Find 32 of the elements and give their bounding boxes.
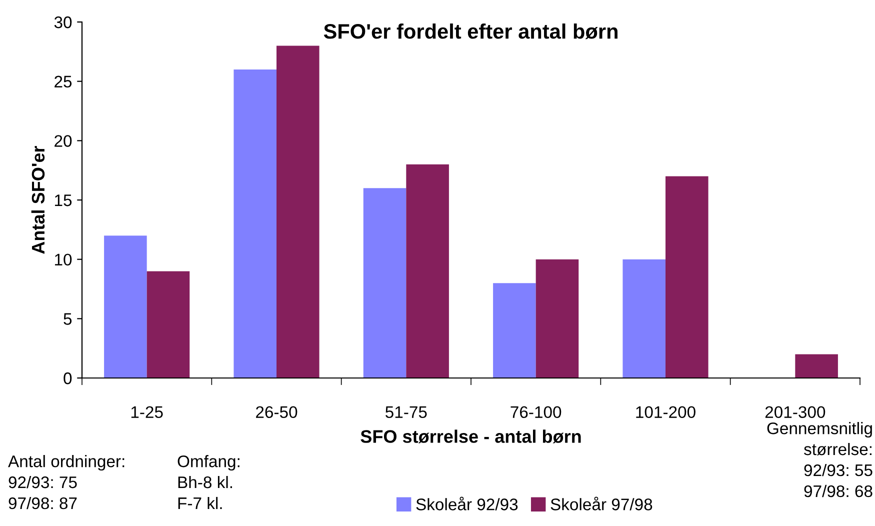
y-tick-label: 5 xyxy=(64,313,72,325)
y-tick-label: 30 xyxy=(54,16,72,28)
legend-label: Skoleår 97/98 xyxy=(550,496,652,510)
bar xyxy=(104,236,147,378)
bar xyxy=(406,164,449,378)
text: Gennemsnitlig størrelse: 92/93: 55 97/98: 68 xyxy=(767,422,872,498)
y-tick-label: 25 xyxy=(54,76,72,88)
y-tick-label: 10 xyxy=(55,254,72,266)
bar xyxy=(666,176,708,378)
text: Omfang: Bh-8 kl. F-7 kl. xyxy=(178,455,240,510)
x-tick-label: 201-300 xyxy=(765,406,826,418)
x-tick-label: 1-25 xyxy=(131,406,163,418)
bar xyxy=(146,271,190,378)
bar xyxy=(536,259,579,378)
y-tick-label: 15 xyxy=(55,194,72,206)
y-tick-label: 0 xyxy=(64,372,72,384)
y-axis-title: Antal SFO'er xyxy=(31,146,45,254)
legend-label: Skoleår 92/93 xyxy=(416,496,518,510)
text: Antal ordninger: 92/93: 75 97/98: 87 xyxy=(8,455,124,510)
x-tick-label: 101-200 xyxy=(636,406,696,418)
bar xyxy=(795,354,838,378)
bar xyxy=(234,69,276,378)
x-tick-label: 26-50 xyxy=(256,406,298,418)
chart-title: SFO'er fordelt efter antal børn xyxy=(324,23,618,40)
bar xyxy=(622,259,666,378)
bar xyxy=(276,46,320,378)
y-tick-label: 20 xyxy=(54,135,72,147)
x-axis-title: SFO størrelse - antal børn xyxy=(360,430,581,444)
x-tick-label: 51-75 xyxy=(386,406,427,418)
bar xyxy=(493,283,536,378)
x-tick-label: 76-100 xyxy=(510,406,562,418)
bar xyxy=(363,188,406,378)
